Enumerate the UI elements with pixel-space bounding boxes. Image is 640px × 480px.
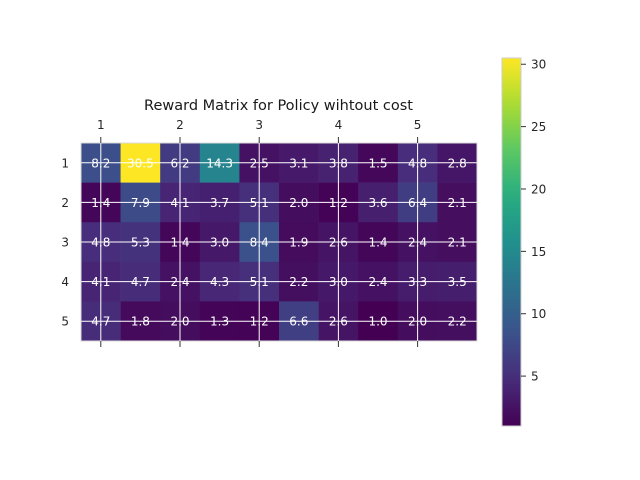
colorbar-frame xyxy=(501,57,522,427)
x-tick-label: 1 xyxy=(97,118,105,132)
colorbar-tick-label: 5 xyxy=(531,370,539,384)
grid-lines xyxy=(81,143,477,341)
chart-title: Reward Matrix for Policy wihtout cost xyxy=(144,98,413,114)
x-tick-label: 5 xyxy=(414,118,422,132)
colorbar-tick-label: 15 xyxy=(531,245,546,259)
x-axis-ticks: 1 2 3 4 5 xyxy=(97,118,421,347)
y-tick-label: 1 xyxy=(61,156,69,170)
plot-frame xyxy=(80,142,478,342)
x-tick-label: 4 xyxy=(335,118,343,132)
colorbar-tick-label: 10 xyxy=(531,307,546,321)
x-tick-label: 3 xyxy=(255,118,263,132)
x-tick-label: 2 xyxy=(176,118,184,132)
y-tick-label: 4 xyxy=(61,275,69,289)
y-axis-ticks: 1 2 3 4 5 xyxy=(61,156,69,328)
y-tick-label: 2 xyxy=(61,196,69,210)
colorbar: 5 10 15 20 25 30 xyxy=(501,57,546,427)
colorbar-tick-label: 30 xyxy=(531,58,546,72)
colorbar-ticks: 5 10 15 20 25 30 xyxy=(521,58,546,384)
y-tick-label: 5 xyxy=(61,315,69,329)
y-tick-label: 3 xyxy=(61,236,69,250)
colorbar-tick-label: 20 xyxy=(531,182,546,196)
colorbar-bar xyxy=(502,58,521,426)
colorbar-tick-label: 25 xyxy=(531,120,546,134)
